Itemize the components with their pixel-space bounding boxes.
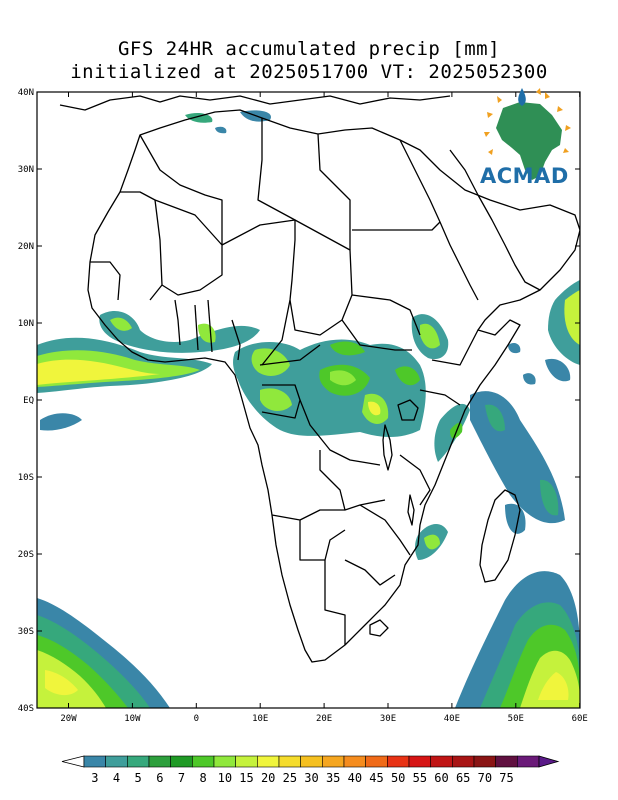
- colorbar-swatch: [430, 755, 453, 768]
- colorbar-label: 65: [456, 771, 470, 785]
- colorbar-swatch: [322, 755, 345, 768]
- precip-shading: [37, 110, 580, 708]
- colorbar-label: 35: [326, 771, 340, 785]
- colorbar-label: 7: [178, 771, 185, 785]
- lat-label: 10N: [18, 319, 34, 329]
- colorbar: 3 4 5 6 7 8 10 15 20 25 30 35 40 45 50 55 60 65 70 75: [61, 755, 560, 785]
- lat-label: 20N: [18, 242, 34, 252]
- lat-label: EQ: [23, 396, 34, 406]
- lat-label: 30N: [18, 165, 34, 175]
- colorbar-label: 40: [348, 771, 362, 785]
- colorbar-high-triangle: [538, 755, 560, 768]
- lon-label: 20E: [316, 714, 332, 724]
- lon-label: 50E: [508, 714, 524, 724]
- colorbar-label: 3: [91, 771, 98, 785]
- lat-label: 40S: [18, 704, 34, 714]
- colorbar-label: 5: [135, 771, 142, 785]
- lon-label: 30E: [380, 714, 396, 724]
- colorbar-label: 45: [369, 771, 383, 785]
- lat-label: 30S: [18, 627, 34, 637]
- colorbar-label: 30: [304, 771, 318, 785]
- colorbar-label: 60: [434, 771, 448, 785]
- colorbar-swatch: [148, 755, 171, 768]
- colorbar-swatch: [257, 755, 280, 768]
- colorbar-swatch: [343, 755, 366, 768]
- colorbar-swatch: [235, 755, 258, 768]
- map-title-line-2: initialized at 2025051700 VT: 2025052300: [70, 61, 548, 83]
- colorbar-label: 6: [156, 771, 163, 785]
- colorbar-swatch: [213, 755, 236, 768]
- lat-label: 10S: [18, 473, 34, 483]
- colorbar-label: 50: [391, 771, 405, 785]
- colorbar-label: 4: [113, 771, 120, 785]
- lon-label: 10E: [252, 714, 268, 724]
- colorbar-swatch: [105, 755, 128, 768]
- colorbar-label: 25: [283, 771, 297, 785]
- longitude-axis: 20W 10W 0 10E 20E 30E 40E 50E 60E: [60, 92, 588, 724]
- lat-label: 40N: [18, 88, 34, 98]
- colorbar-label: 8: [200, 771, 207, 785]
- acmad-logo: ACMAD: [480, 88, 571, 188]
- lat-label: 20S: [18, 550, 34, 560]
- colorbar-low-triangle: [61, 755, 85, 768]
- colorbar-swatch: [170, 755, 193, 768]
- lon-label: 20W: [60, 714, 77, 724]
- acmad-logo-text: ACMAD: [480, 164, 569, 188]
- colorbar-swatch: [300, 755, 323, 768]
- colorbar-label: 75: [499, 771, 513, 785]
- lon-label: 40E: [444, 714, 460, 724]
- africa-globe-icon: [484, 88, 571, 180]
- colorbar-label: 20: [261, 771, 275, 785]
- lon-label: 10W: [124, 714, 141, 724]
- colorbar-swatch: [83, 755, 106, 768]
- colorbar-swatch: [387, 755, 410, 768]
- coastlines-and-borders: [59, 95, 580, 663]
- latitude-axis: 40N 30N 20N 10N EQ 10S 20S 30S 40S: [18, 88, 580, 714]
- colorbar-label: 10: [218, 771, 232, 785]
- lon-label: 60E: [572, 714, 588, 724]
- colorbar-swatch: [127, 755, 150, 768]
- map-title-line-1: GFS 24HR accumulated precip [mm]: [117, 38, 501, 60]
- colorbar-swatch: [452, 755, 475, 768]
- colorbar-label: 55: [413, 771, 427, 785]
- colorbar-swatch: [278, 755, 301, 768]
- colorbar-swatch: [192, 755, 215, 768]
- colorbar-swatch: [517, 755, 540, 768]
- colorbar-swatch: [473, 755, 496, 768]
- colorbar-swatch: [365, 755, 388, 768]
- colorbar-label: 15: [239, 771, 253, 785]
- lon-label: 0: [194, 714, 199, 724]
- colorbar-swatch: [408, 755, 431, 768]
- colorbar-swatch: [495, 755, 518, 768]
- colorbar-label: 70: [478, 771, 492, 785]
